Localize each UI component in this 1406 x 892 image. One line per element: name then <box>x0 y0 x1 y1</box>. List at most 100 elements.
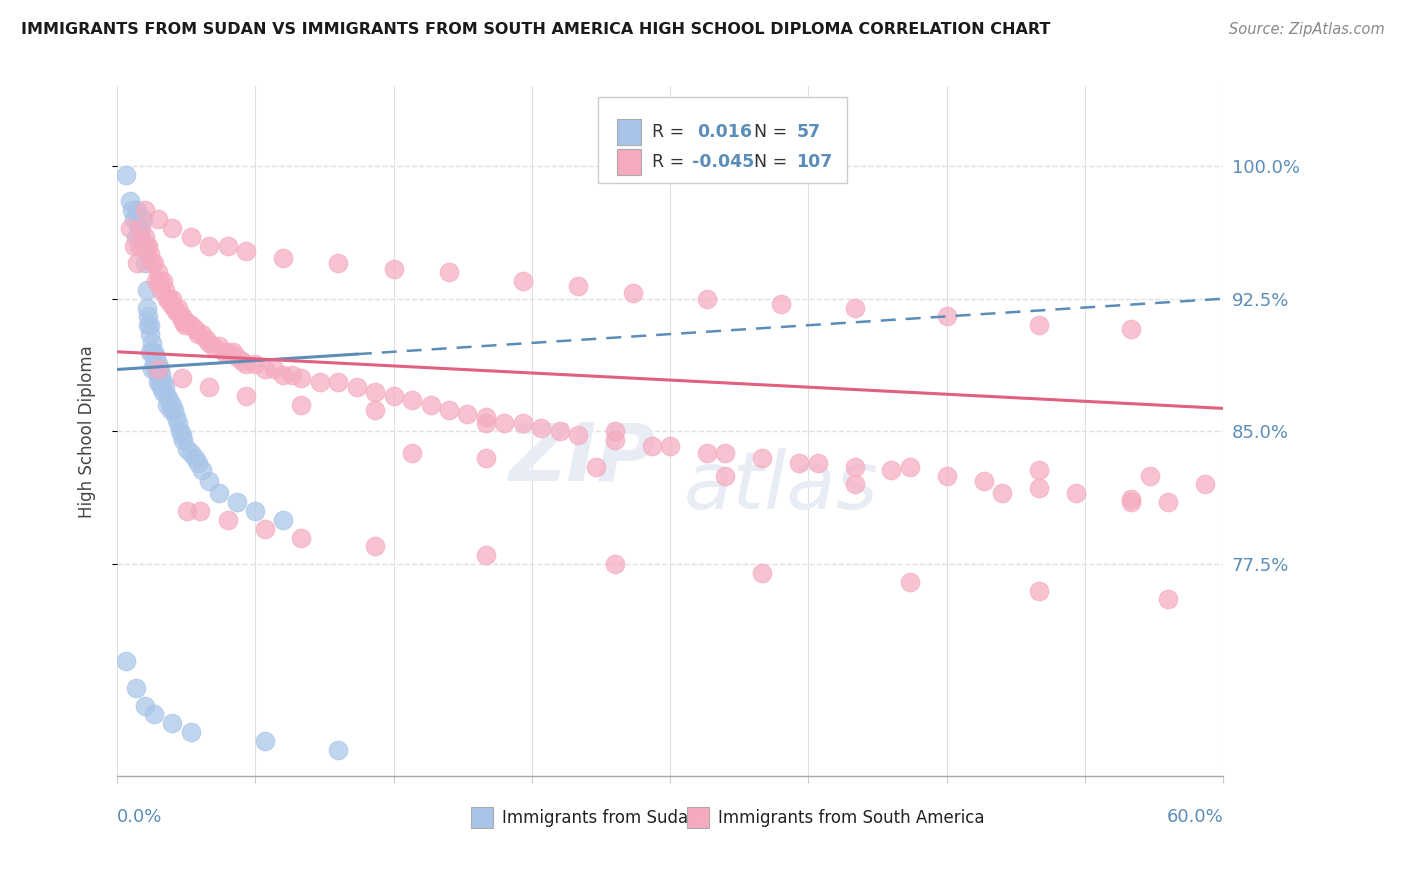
Point <box>162 716 184 731</box>
Point <box>475 450 498 465</box>
Point <box>170 310 193 324</box>
Point <box>1064 486 1087 500</box>
Point <box>935 468 957 483</box>
Point <box>115 654 138 668</box>
Point <box>217 344 239 359</box>
Point <box>138 318 160 333</box>
Point <box>898 574 921 589</box>
FancyBboxPatch shape <box>617 119 641 145</box>
Point <box>235 389 257 403</box>
Point <box>153 283 176 297</box>
Point <box>146 375 169 389</box>
Point <box>401 445 423 459</box>
Point <box>180 445 202 459</box>
Point <box>180 725 202 739</box>
Point <box>156 398 179 412</box>
Point <box>1157 495 1180 509</box>
Text: 60.0%: 60.0% <box>1167 808 1223 826</box>
Point <box>235 357 257 371</box>
Point <box>150 380 173 394</box>
Point <box>621 286 644 301</box>
Point <box>364 540 387 554</box>
Point <box>281 368 304 382</box>
Text: R =: R = <box>652 123 690 141</box>
Text: atlas: atlas <box>683 448 879 525</box>
Point <box>141 344 163 359</box>
Point <box>844 301 866 315</box>
Point <box>226 350 249 364</box>
Point <box>714 445 737 459</box>
Point <box>659 438 682 452</box>
Point <box>253 362 276 376</box>
Text: Source: ZipAtlas.com: Source: ZipAtlas.com <box>1229 22 1385 37</box>
Point <box>290 371 312 385</box>
Point <box>271 513 294 527</box>
FancyBboxPatch shape <box>617 149 641 175</box>
Point <box>991 486 1014 500</box>
Point <box>880 463 903 477</box>
Point <box>1139 468 1161 483</box>
Point <box>364 403 387 417</box>
Text: 0.016: 0.016 <box>697 123 752 141</box>
Point <box>585 459 607 474</box>
Point <box>139 318 162 333</box>
Point <box>696 292 718 306</box>
Point <box>201 339 224 353</box>
Point <box>751 566 773 580</box>
Point <box>548 425 571 439</box>
Point <box>1028 318 1050 333</box>
Text: 57: 57 <box>796 123 821 141</box>
Point <box>157 292 180 306</box>
Point <box>1028 583 1050 598</box>
Point <box>176 315 198 329</box>
Point <box>129 221 152 235</box>
Point <box>696 445 718 459</box>
Point <box>118 221 141 235</box>
Point <box>844 459 866 474</box>
Point <box>159 403 181 417</box>
Point <box>198 474 221 488</box>
Point <box>139 327 162 342</box>
Point <box>180 318 202 333</box>
Point <box>122 212 145 227</box>
Text: 107: 107 <box>796 153 832 171</box>
Point <box>217 513 239 527</box>
Point <box>1028 481 1050 495</box>
Point <box>132 212 155 227</box>
Point <box>567 279 589 293</box>
Point <box>1157 592 1180 607</box>
Point <box>169 310 191 324</box>
Point <box>271 368 294 382</box>
Point <box>115 168 138 182</box>
Point <box>138 238 160 252</box>
Point <box>152 274 174 288</box>
Point <box>141 256 163 270</box>
Point <box>162 398 184 412</box>
Point <box>157 392 180 407</box>
Point <box>127 256 149 270</box>
Point <box>172 315 194 329</box>
Point <box>194 332 217 346</box>
Point <box>167 416 190 430</box>
Text: R =: R = <box>652 153 690 171</box>
Point <box>150 283 173 297</box>
Point <box>135 238 157 252</box>
Text: Immigrants from Sudan: Immigrants from Sudan <box>502 809 699 827</box>
Point <box>191 327 214 342</box>
Point <box>1028 463 1050 477</box>
Point <box>198 380 221 394</box>
Point <box>143 344 166 359</box>
Point <box>122 238 145 252</box>
Point <box>146 212 169 227</box>
Point <box>148 274 170 288</box>
Point <box>844 477 866 491</box>
Text: IMMIGRANTS FROM SUDAN VS IMMIGRANTS FROM SOUTH AMERICA HIGH SCHOOL DIPLOMA CORRE: IMMIGRANTS FROM SUDAN VS IMMIGRANTS FROM… <box>21 22 1050 37</box>
Text: N =: N = <box>744 153 793 171</box>
Point <box>191 463 214 477</box>
Point <box>150 368 173 382</box>
FancyBboxPatch shape <box>471 807 494 828</box>
Point <box>641 438 664 452</box>
Point <box>146 368 169 382</box>
Point <box>174 318 197 333</box>
Point <box>328 375 350 389</box>
